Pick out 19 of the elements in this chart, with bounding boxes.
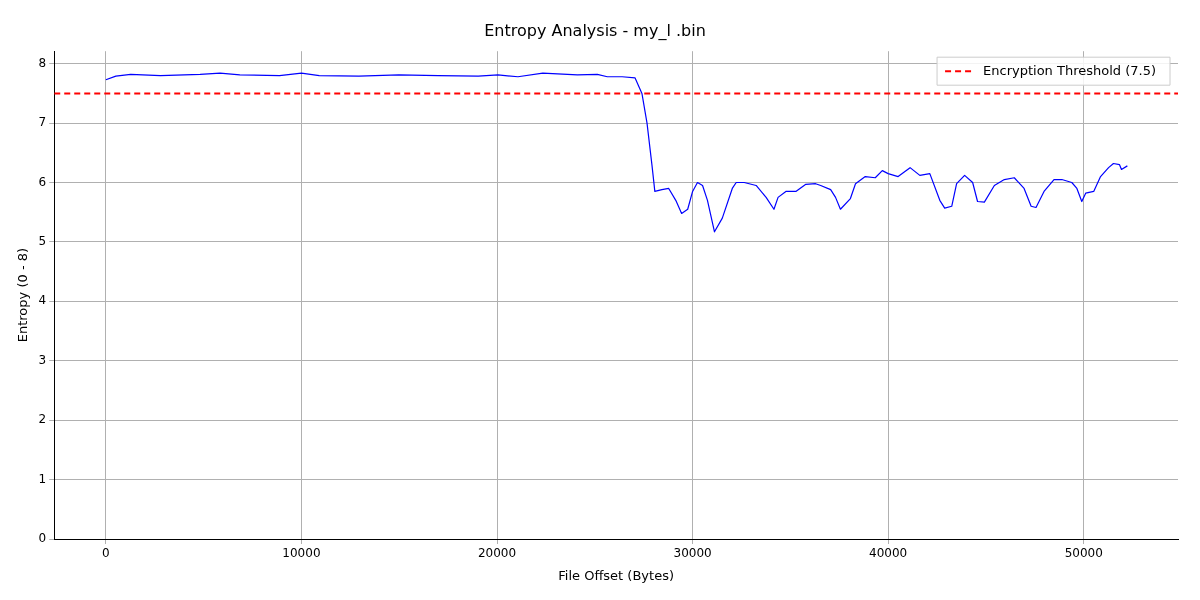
y-tick-label: 0 <box>38 531 47 546</box>
y-tick-label: 2 <box>38 412 47 427</box>
y-tick-label: 8 <box>38 55 47 70</box>
x-tick-label: 30000 <box>673 546 712 561</box>
y-tick-label: 1 <box>38 471 47 486</box>
y-tick-label: 5 <box>38 234 47 249</box>
y-tick-label: 7 <box>38 115 47 130</box>
chart-title: Entropy Analysis - my_l .bin <box>484 20 706 41</box>
x-tick-label: 50000 <box>1064 546 1103 561</box>
x-tick-label: 0 <box>102 546 110 561</box>
y-tick-label: 6 <box>38 174 47 189</box>
y-tick-label: 4 <box>38 293 47 308</box>
legend-label: Encryption Threshold (7.5) <box>983 62 1157 78</box>
x-tick-label: 20000 <box>477 546 517 561</box>
y-tick-label: 3 <box>38 352 47 367</box>
x-axis-title: File Offset (Bytes) <box>558 567 674 583</box>
x-tick-label: 40000 <box>869 546 908 561</box>
x-tick-label: 10000 <box>282 546 321 561</box>
y-axis-title: Entropy (0 - 8) <box>15 247 31 343</box>
